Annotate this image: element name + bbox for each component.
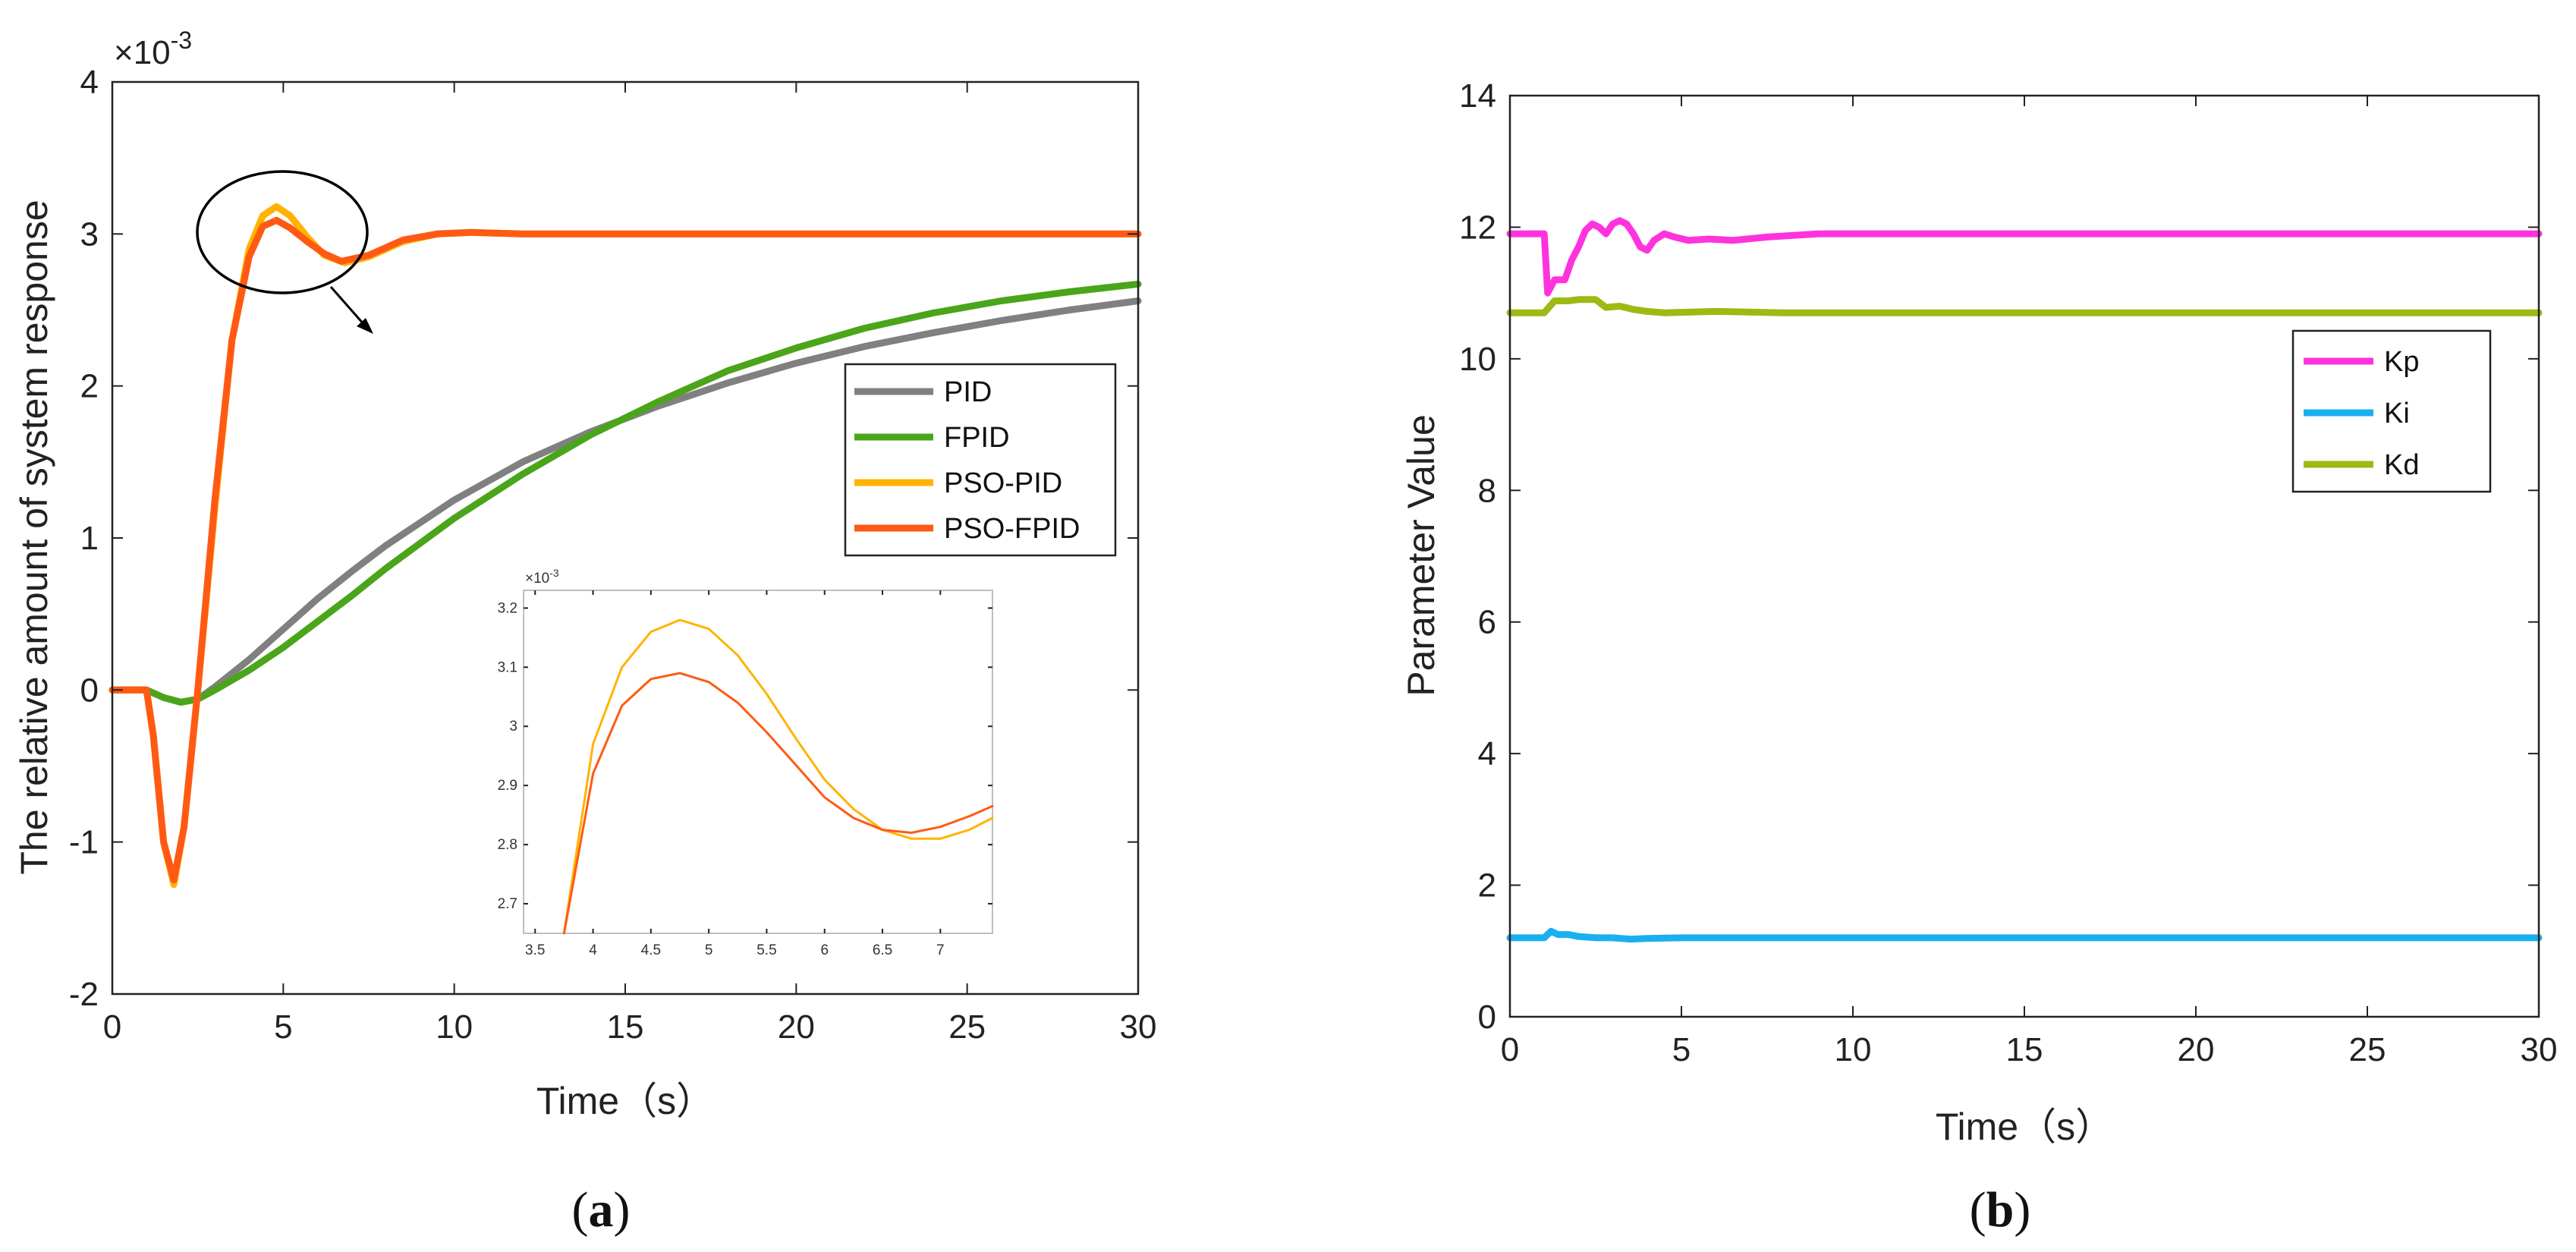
chart-b-x-tick-label: 20 [2178,1031,2215,1068]
chart-b-x-tick-label: 15 [2006,1031,2043,1068]
chart-a-inset-y-tick-label: 3.2 [498,600,517,616]
chart-a-legend-box [844,363,1117,557]
chart-b-y-tick-label: 6 [1478,604,1496,641]
chart-a-y-tick-label: 3 [80,215,99,253]
chart-a-inset-series-pso-fpid [562,672,994,935]
chart-b-series-kp [1506,217,2543,297]
chart-b-legend: Kp Ki Kd [2291,329,2492,493]
chart-a-legend: PID FPID PSO-PID PSO-FPID [844,363,1117,557]
chart-a-inset-plot-lines [562,618,994,935]
chart-b-plot-lines [1506,217,2543,943]
chart-b-legend-label: Kd [2384,449,2419,481]
chart-a-y-tick-label: 2 [80,368,99,405]
chart-a-inset-y-tick-label: 2.7 [498,896,517,912]
chart-a-x-tick-label: 10 [436,1008,473,1046]
chart-b-legend-label: Kp [2384,346,2419,378]
chart-a-y-label: The relative amount of system response [13,200,55,874]
chart-a-x-tick-label: 15 [607,1008,644,1046]
chart-a-inset-y-tick-label: 2.9 [498,778,517,794]
chart-a-inset-y-tick-label: 3 [509,719,517,735]
chart-b-x-tick-label: 30 [2521,1031,2558,1068]
chart-a-inset-x-tick-label: 3.5 [525,942,545,958]
chart-a-x-tick-label: 0 [103,1008,121,1046]
chart-a-inset-y-exponent-power: -3 [549,567,559,579]
chart-a-x-tick-label: 25 [948,1008,986,1046]
chart-a-x-ticks: 0 5 10 15 20 25 30 [103,82,1157,1046]
chart-a-inset-series-pso-pid [562,618,994,935]
chart-a-y-tick-label: 0 [80,672,99,709]
chart-b-y-tick-label: 0 [1478,999,1496,1036]
chart-a-inset-x-tick-label: 4.5 [641,942,661,958]
chart-b-legend-label: Ki [2384,398,2410,429]
chart-a-series-pso-fpid [109,216,1142,884]
chart-b-series-kd [1506,296,2543,316]
chart-b-x-label: Time（s） [1936,1106,2113,1148]
chart-a-inset-y-tick-label: 3.1 [498,659,517,675]
chart-a: 0 5 10 15 20 25 30 -2 -1 0 1 2 3 4 ×10-3 Time（s） The… [13,27,1156,1238]
chart-a-y-tick-label: -1 [69,824,99,861]
chart-b-y-tick-label: 12 [1459,209,1496,246]
chart-a-zoom-arrow-line [329,286,366,326]
chart-b-x-tick-label: 0 [1501,1031,1519,1068]
chart-b-panel-label: (b) [1970,1182,2031,1238]
chart-a-inset-x-tick-label: 4 [589,942,597,958]
chart-a-y-exponent: ×10-3 [114,27,192,71]
chart-b-x-ticks: 0 5 10 15 20 25 30 [1501,96,2558,1068]
chart-a-legend-label: PSO-PID [944,467,1062,499]
chart-a-inset-x-tick-label: 5.5 [756,942,776,958]
chart-b-y-label: Parameter Value [1400,414,1442,696]
chart-a-inset-y-tick-label: 2.8 [498,837,517,853]
chart-a-y-tick-label: 4 [80,64,99,101]
chart-a-series-fpid [109,280,1142,706]
chart-a-y-tick-label: 1 [80,520,99,557]
chart-b-y-ticks: 0 2 4 6 8 10 12 14 [1459,77,2539,1036]
chart-b-y-tick-label: 8 [1478,472,1496,509]
chart-a-inset-x-tick-label: 6 [820,942,829,958]
chart-a-y-tick-label: -2 [69,976,99,1013]
chart-a-legend-label: PSO-FPID [944,513,1080,545]
chart-a-plot-lines [109,203,1142,889]
chart-b-y-tick-label: 10 [1459,341,1496,378]
chart-b-x-tick-label: 25 [2349,1031,2386,1068]
chart-b-x-tick-label: 10 [1835,1031,1872,1068]
chart-a-inset: 3.5 4 4.5 5 5.5 6 6.5 7 2.7 2.8 2.9 3 3.1 3.2 ×10-3 [498,567,994,958]
chart-a-inset-x-tick-label: 7 [936,942,945,958]
chart-b-y-tick-label: 2 [1478,867,1496,904]
chart-a-x-tick-label: 5 [274,1008,292,1046]
chart-a-x-label: Time（s） [536,1080,714,1122]
chart-a-x-tick-label: 20 [778,1008,815,1046]
chart-a-inset-x-ticks: 3.5 4 4.5 5 5.5 6 6.5 7 [525,590,945,958]
chart-b-x-tick-label: 5 [1672,1031,1691,1068]
chart-a-inset-y-exponent: ×10-3 [525,567,559,587]
chart-a-y-ticks: -2 -1 0 1 2 3 4 [69,64,1138,1013]
chart-a-panel-label: (a) [572,1182,631,1238]
chart-b-series-ki [1506,927,2543,943]
chart-b: 0 5 10 15 20 25 30 0 2 4 6 8 10 12 14 Time（s） Paramet… [1400,77,2557,1238]
chart-b-y-tick-label: 14 [1459,77,1496,115]
chart-a-y-exponent-power: -3 [171,27,192,54]
chart-a-zoom-arrow-head [357,318,373,334]
chart-b-y-tick-label: 4 [1478,735,1496,772]
chart-a-x-tick-label: 30 [1120,1008,1157,1046]
chart-a-inset-y-ticks: 2.7 2.8 2.9 3 3.1 3.2 [498,600,992,912]
chart-a-inset-x-tick-label: 6.5 [873,942,892,958]
chart-a-legend-label: FPID [944,422,1010,454]
chart-a-inset-box [523,590,993,934]
chart-a-legend-label: PID [944,376,992,408]
chart-a-zoom-ellipse [196,170,369,294]
chart-a-inset-x-tick-label: 5 [705,942,713,958]
